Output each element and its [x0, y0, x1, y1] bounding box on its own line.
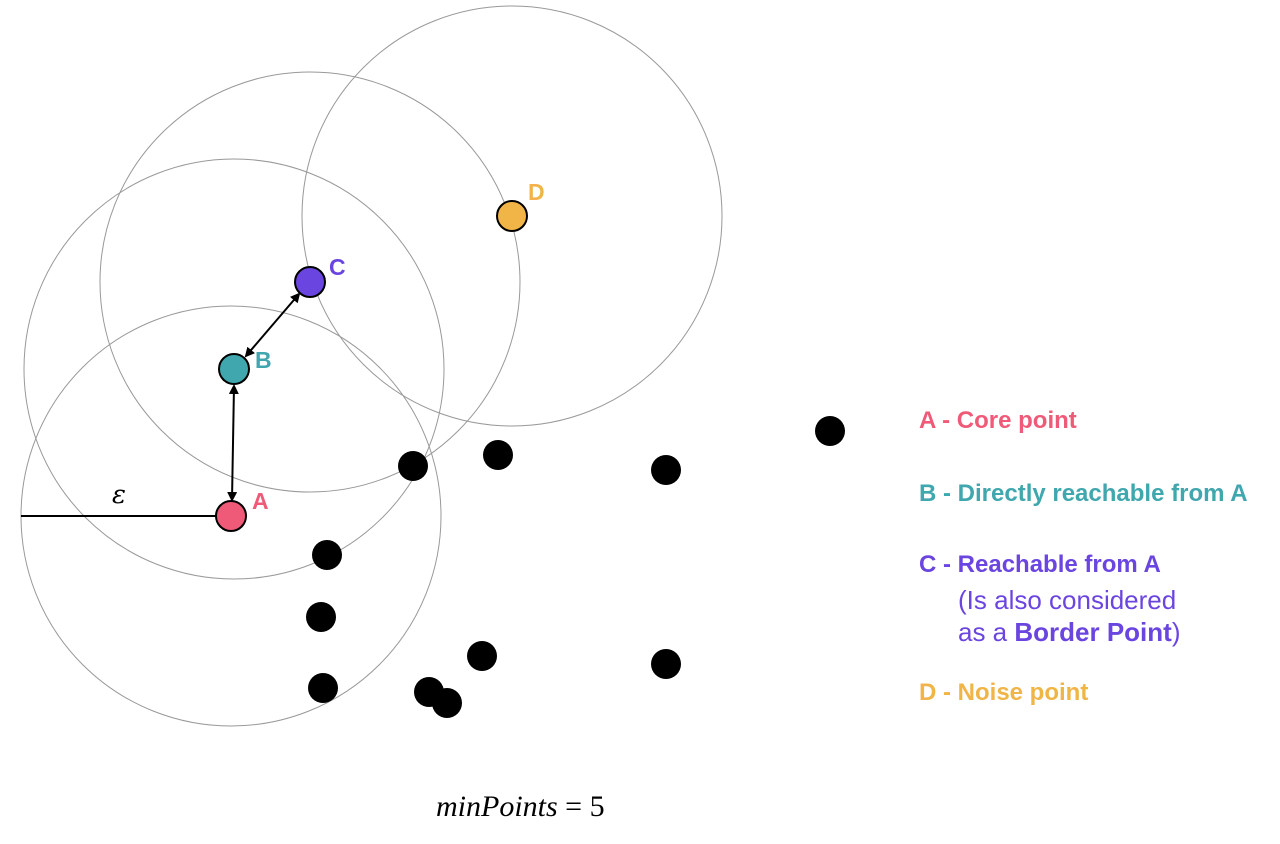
- data-point: [432, 688, 462, 718]
- min-points-value: 5: [589, 790, 605, 823]
- point-a: [215, 500, 247, 532]
- data-point: [815, 416, 845, 446]
- point-c: [294, 266, 326, 298]
- min-points-equals: =: [557, 790, 590, 823]
- point-d: [496, 200, 528, 232]
- legend-noise-point: D - Noise point: [919, 679, 1089, 706]
- point-a-label: A: [252, 488, 269, 514]
- legend-note-suffix: ): [1171, 617, 1181, 647]
- data-point: [308, 673, 338, 703]
- legend-reachable-note-line2: as a Border Point): [958, 617, 1181, 648]
- epsilon-circle-b: [23, 158, 445, 580]
- legend-reachable-note-line1: (Is also considered: [958, 585, 1177, 615]
- epsilon-circle-c: [99, 71, 521, 493]
- arrow-a-b: [227, 384, 239, 502]
- data-point: [398, 451, 428, 481]
- point-c-label: C: [329, 254, 346, 280]
- data-point: [312, 540, 342, 570]
- data-point: [306, 602, 336, 632]
- min-points-formula: minPoints = 5: [436, 790, 605, 824]
- legend-border-point-term: Border Point: [1014, 617, 1172, 647]
- min-points-variable: minPoints: [436, 790, 558, 823]
- legend-reachable: C - Reachable from A: [919, 551, 1161, 578]
- epsilon-circle-d: [301, 5, 723, 427]
- data-point: [467, 641, 497, 671]
- point-b-label: B: [255, 347, 272, 373]
- legend-directly-reachable: B - Directly reachable from A: [919, 480, 1248, 507]
- legend-core-point: A - Core point: [919, 407, 1077, 434]
- point-b: [218, 353, 250, 385]
- epsilon-label: ε: [112, 480, 126, 510]
- data-point: [651, 649, 681, 679]
- legend-note-prefix: as a: [958, 617, 1015, 647]
- point-d-label: D: [528, 179, 545, 205]
- data-point: [483, 440, 513, 470]
- data-point: [651, 455, 681, 485]
- arrow-b-c: [244, 292, 301, 358]
